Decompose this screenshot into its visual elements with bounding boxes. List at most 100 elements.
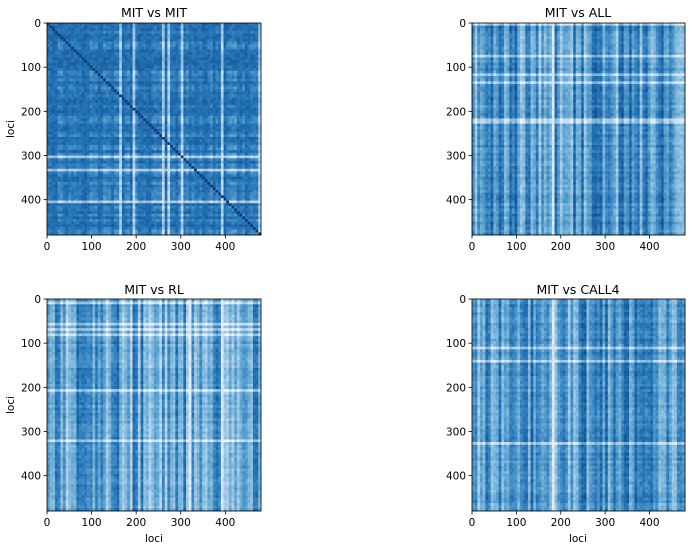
heatmap-cell [103,81,107,85]
heatmap-cell [180,105,184,109]
heatmap-cell [207,176,211,180]
heatmap-cell [47,147,50,151]
heatmap-cell [159,213,163,217]
heatmap-cell [180,38,184,42]
heatmap-cell [87,36,91,40]
heatmap-cell [154,213,157,217]
heatmap-cell [188,33,192,37]
heatmap-cell [202,73,206,77]
heatmap-cell [180,144,184,148]
heatmap-cell [68,182,72,185]
heatmap-cell [137,83,141,87]
heatmap-cell [170,136,174,140]
heatmap-cell [194,25,198,29]
heatmap-cell [79,176,83,180]
heatmap-cell [151,52,155,56]
heatmap-cell [156,160,160,164]
heatmap-cell [167,160,171,164]
heatmap-cell [68,60,72,64]
heatmap-cell [81,232,85,236]
heatmap-cell [180,158,184,162]
heatmap-cell [116,62,120,66]
heatmap-cell [175,213,179,217]
heatmap-cell [105,25,109,29]
heatmap-cell [194,200,198,204]
heatmap-cell [116,25,120,29]
heatmap-cell [210,86,214,90]
heatmap-cell [92,60,96,64]
heatmap-cell [191,205,195,209]
heatmap-cell [164,60,168,64]
heatmap-cell [154,139,157,143]
heatmap-cell [55,187,58,191]
heatmap-cell [108,174,112,177]
heatmap-cell [191,38,195,42]
heatmap-cell [194,49,198,53]
heatmap-cell [170,176,174,180]
heatmap-cell [167,208,171,212]
heatmap-cell [194,182,198,185]
heatmap-cell [116,76,120,79]
heatmap-cell [156,139,160,143]
heatmap-cell [162,65,165,69]
heatmap-cell [178,68,182,71]
heatmap-cell [170,78,174,82]
heatmap-cell [167,195,171,199]
heatmap-cell [105,147,109,151]
heatmap-cell [71,25,75,29]
heatmap-cell [95,152,99,156]
heatmap-cell [103,163,107,167]
heatmap-cell [127,62,131,66]
heatmap-cell [84,62,88,66]
heatmap-cell [57,23,61,26]
heatmap-cell [135,227,139,230]
heatmap-cell [63,54,67,58]
heatmap-cell [175,211,179,215]
heatmap-cell [103,232,107,236]
heatmap-cell [188,211,192,215]
heatmap-cell [202,94,206,98]
heatmap-cell [154,78,157,82]
heatmap-cell [73,121,77,124]
heatmap-cell [186,150,190,154]
heatmap-cell [100,62,104,66]
heatmap-cell [65,30,69,34]
heatmap-cell [63,44,67,48]
heatmap-cell [105,33,109,37]
heatmap-cell [194,203,198,207]
heatmap-cell [119,36,123,40]
heatmap-cell [154,160,157,164]
heatmap-cell [73,158,77,162]
heatmap-cell [47,81,50,85]
heatmap-cell [47,211,50,215]
heatmap-cell [76,147,80,151]
heatmap-cell [108,76,112,79]
heatmap-cell [52,216,56,220]
heatmap-cell [159,129,163,132]
heatmap-cell [116,189,120,193]
heatmap-cell [113,227,117,230]
heatmap-cell [180,152,184,156]
heatmap-cell [111,155,115,159]
heatmap-cell [207,160,211,164]
heatmap-cell [108,144,112,148]
heatmap-cell [210,110,214,114]
heatmap-cell [132,216,136,220]
heatmap-cell [188,52,192,56]
heatmap-cell [159,195,163,199]
heatmap-cell [188,229,192,233]
heatmap-cell [212,91,216,95]
heatmap-cell [119,41,123,45]
heatmap-cell [65,144,69,148]
heatmap-cell [159,49,163,53]
heatmap-cell [127,189,131,193]
heatmap-cell [135,25,139,29]
heatmap-cell [135,97,139,101]
heatmap-cell [121,99,125,103]
heatmap-cell [143,91,147,95]
heatmap-cell [137,184,141,188]
heatmap-cell [55,97,58,101]
heatmap-cell [159,189,163,193]
heatmap-cell [84,121,88,124]
heatmap-cell [71,62,75,66]
